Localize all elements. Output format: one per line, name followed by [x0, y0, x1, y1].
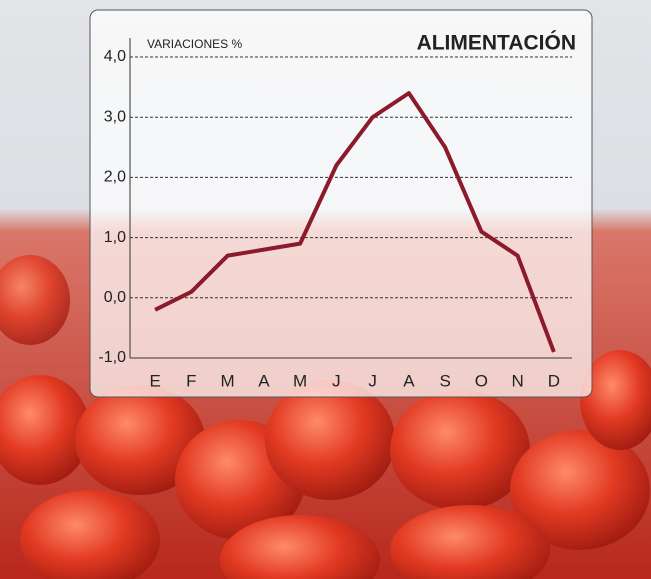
- x-tick-label: D: [548, 371, 560, 390]
- x-tick-label: O: [475, 371, 488, 390]
- data-line: [154, 91, 556, 353]
- x-tick-label: A: [403, 371, 415, 390]
- y-tick-label: 4,0: [104, 48, 126, 65]
- y-tick-label: 3,0: [104, 108, 126, 125]
- x-tick-label: A: [258, 371, 270, 390]
- y-tick-label: 2,0: [104, 169, 126, 186]
- x-tick-label: M: [293, 371, 307, 390]
- chart-title: ALIMENTACIÓN: [417, 31, 576, 55]
- y-axis-label: VARIACIONES %: [147, 37, 242, 51]
- x-tick-label: J: [368, 371, 377, 390]
- tomatoes: [0, 255, 651, 579]
- chart-panel: [89, 9, 593, 398]
- x-tick-label: M: [221, 371, 235, 390]
- y-tick-label: 1,0: [104, 229, 126, 246]
- y-tick-label: -1,0: [98, 349, 126, 366]
- x-tick-label: F: [186, 371, 196, 390]
- y-tick-label: 0,0: [104, 289, 126, 306]
- x-tick-label: E: [149, 371, 160, 390]
- x-tick-label: S: [439, 371, 450, 390]
- x-tick-label: N: [511, 371, 523, 390]
- x-tick-label: J: [332, 371, 341, 390]
